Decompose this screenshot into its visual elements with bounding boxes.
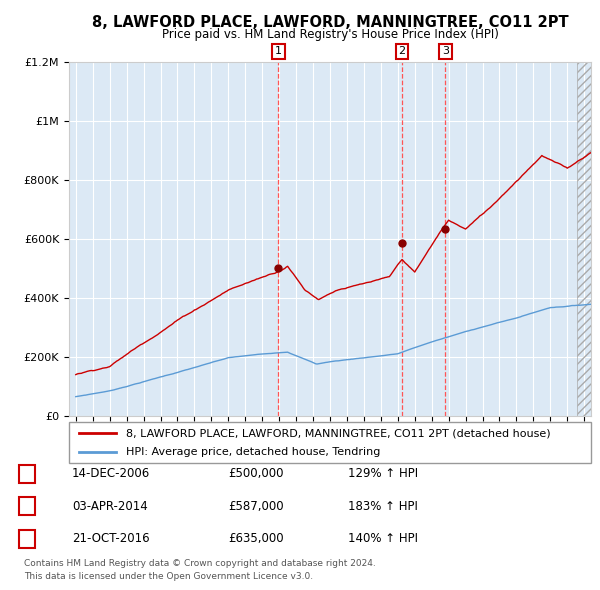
Text: £500,000: £500,000	[228, 467, 284, 480]
Text: 1: 1	[23, 467, 31, 480]
Text: Price paid vs. HM Land Registry's House Price Index (HPI): Price paid vs. HM Land Registry's House …	[161, 28, 499, 41]
Text: 8, LAWFORD PLACE, LAWFORD, MANNINGTREE, CO11 2PT (detached house): 8, LAWFORD PLACE, LAWFORD, MANNINGTREE, …	[127, 428, 551, 438]
Text: 14-DEC-2006: 14-DEC-2006	[72, 467, 150, 480]
Text: 140% ↑ HPI: 140% ↑ HPI	[348, 532, 418, 545]
Text: 3: 3	[442, 47, 449, 57]
Text: 183% ↑ HPI: 183% ↑ HPI	[348, 500, 418, 513]
Text: £587,000: £587,000	[228, 500, 284, 513]
Text: 3: 3	[23, 532, 31, 545]
Text: 21-OCT-2016: 21-OCT-2016	[72, 532, 149, 545]
Text: 2: 2	[23, 500, 31, 513]
Text: 1: 1	[275, 47, 282, 57]
Text: Contains HM Land Registry data © Crown copyright and database right 2024.: Contains HM Land Registry data © Crown c…	[24, 559, 376, 568]
FancyBboxPatch shape	[69, 422, 591, 463]
Text: 2: 2	[398, 47, 406, 57]
Text: 8, LAWFORD PLACE, LAWFORD, MANNINGTREE, CO11 2PT: 8, LAWFORD PLACE, LAWFORD, MANNINGTREE, …	[92, 15, 568, 30]
Text: This data is licensed under the Open Government Licence v3.0.: This data is licensed under the Open Gov…	[24, 572, 313, 581]
Text: 129% ↑ HPI: 129% ↑ HPI	[348, 467, 418, 480]
Text: £635,000: £635,000	[228, 532, 284, 545]
Text: 03-APR-2014: 03-APR-2014	[72, 500, 148, 513]
Text: HPI: Average price, detached house, Tendring: HPI: Average price, detached house, Tend…	[127, 447, 381, 457]
